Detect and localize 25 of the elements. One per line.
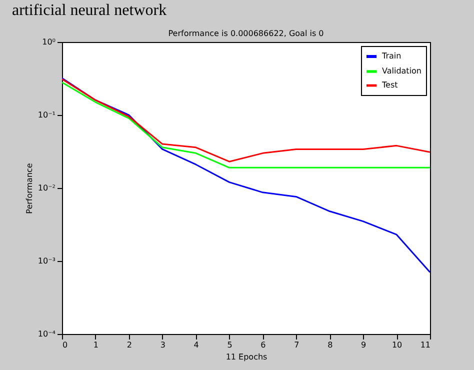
x-tick-label: 11: [420, 340, 430, 350]
x-tick-label: 3: [160, 340, 166, 350]
x-axis-title: 11 Epochs: [226, 352, 268, 362]
x-tick-label: 6: [260, 340, 266, 350]
y-tick-label: 10⁻²: [38, 184, 56, 192]
x-tick-label: 2: [126, 340, 132, 350]
x-tick-label: 8: [328, 340, 333, 350]
legend-label: Test: [381, 80, 398, 90]
x-tick-label: 0: [62, 340, 68, 350]
y-tick-label: 10⁻¹: [38, 110, 56, 120]
x-tick-label: 4: [194, 340, 199, 350]
y-tick-label: 10⁻⁴: [38, 330, 56, 338]
chart-title: Performance is 0.000686622, Goal is 0: [168, 29, 324, 38]
x-tick-label: 9: [361, 340, 366, 350]
legend-label: Validation: [382, 66, 422, 76]
legend-label: Train: [381, 52, 402, 60]
x-tick-label: 5: [227, 340, 232, 350]
text: artificial neural network: [12, 2, 167, 19]
x-tick-label: 1: [93, 340, 98, 350]
line-series: [62, 77, 430, 274]
y-tick-label: 10⁻³: [38, 256, 56, 266]
x-tick-label: 7: [294, 340, 300, 350]
x-tick-label: 10: [392, 340, 402, 350]
y-tick-label: 10⁰: [42, 38, 56, 46]
y-axis-title: Performance: [24, 163, 34, 214]
